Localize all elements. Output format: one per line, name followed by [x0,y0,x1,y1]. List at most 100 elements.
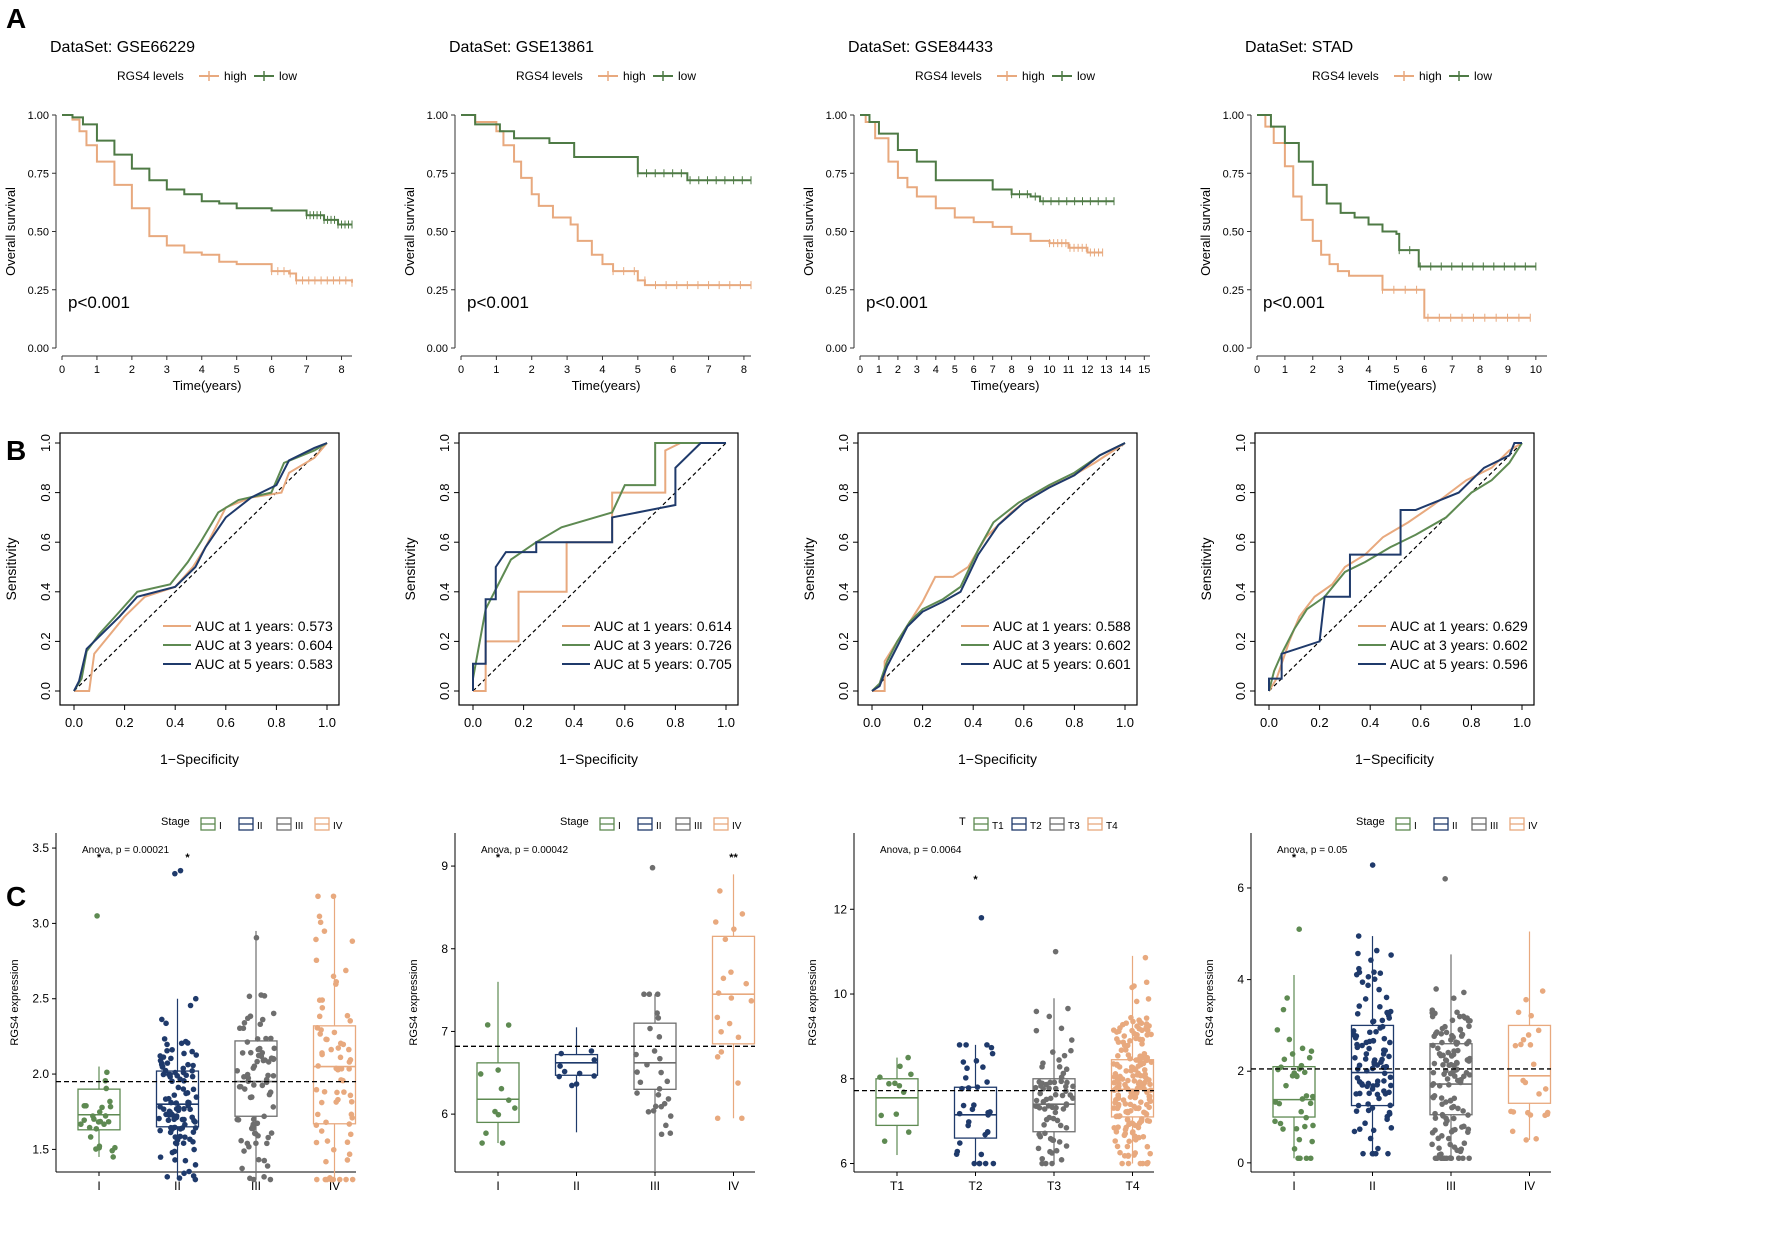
km-x-tick-label: 9 [1505,364,1511,376]
box-data-point [265,1072,271,1079]
roc-y-tick-label: 1.0 [1233,434,1248,452]
box-data-point [658,1131,665,1138]
box-data-point [264,1163,271,1169]
box-data-point [176,1175,183,1181]
box-data-point [1131,983,1137,989]
box-data-point [1533,1136,1539,1142]
km-y-tick-label: 0.50 [28,227,49,239]
box-data-point [1451,995,1457,1001]
box-data-point [1051,1079,1058,1086]
box-data-point [175,1084,182,1091]
box-data-point [1449,1104,1455,1111]
box-data-point [1063,1125,1070,1131]
box-data-point [1461,989,1467,996]
box-legend-title: Stage [161,816,190,828]
box-data-point [591,1057,598,1063]
box-data-point [1057,1122,1064,1129]
box-data-point [91,1116,97,1122]
km-legend-title: RGS4 levels [915,69,982,83]
box-data-point [248,1125,255,1132]
box-data-point [1284,995,1290,1001]
km-y-tick-label: 1.00 [1223,110,1244,122]
box-data-point [1136,1105,1142,1111]
box-data-point [1457,1079,1464,1086]
box-data-point [1377,970,1384,976]
box-data-point [1432,1127,1438,1133]
box-data-point [331,1029,338,1036]
box-data-point [333,981,339,987]
box-data-point [989,1050,996,1057]
box-data-point [1049,1137,1056,1143]
box-data-point [591,1073,597,1079]
box-data-point [234,1116,241,1123]
box-y-tick-label: 4 [1237,973,1244,987]
km-y-tick-label: 0.75 [826,168,847,180]
box-data-point [1515,1009,1522,1016]
box-data-point [1146,1104,1152,1111]
box-data-point [1124,1116,1131,1123]
box-data-point [1352,1055,1358,1061]
box-data-point [1448,1061,1454,1068]
box-data-point [1373,1150,1379,1157]
box-data-point [1535,1027,1542,1034]
km-x-tick-label: 15 [1138,364,1150,376]
km-x-label: Time(years) [971,378,1040,393]
box-data-point [1299,1045,1306,1052]
km-x-tick-label: 5 [1393,364,1399,376]
box-data-point [330,1146,337,1153]
km-y-tick-label: 1.00 [826,110,847,122]
box-data-point [1049,1150,1055,1156]
box-data-point [1145,1159,1151,1166]
box-data-point [1135,1124,1142,1131]
box-data-point [1433,986,1439,992]
box-data-point [1374,1078,1381,1084]
km-x-tick-label: 0 [458,364,464,376]
box-data-point [171,1116,177,1123]
box-data-point [1134,1023,1140,1030]
box-data-point [969,1106,976,1113]
box-data-point [1306,1054,1313,1061]
box-y-tick-label: 12 [834,902,848,916]
box-data-point [319,1051,325,1058]
box-data-point [1450,1034,1456,1041]
box-data-point [1131,1078,1138,1084]
box-data-point [258,1053,265,1060]
box-data-point [965,1085,972,1091]
box-data-point [892,1080,898,1087]
box-data-point [182,1134,188,1140]
box-data-point [1033,1103,1039,1109]
box-data-point [1280,1006,1287,1013]
km-curve-high [62,114,353,283]
box-data-point [1046,1114,1053,1121]
km-pvalue: p<0.001 [866,293,928,312]
box-data-point [1303,1093,1310,1099]
box-data-point [1126,1138,1132,1145]
roc-x-tick-label: 1.0 [1116,715,1134,730]
roc-y-tick-label: 0.4 [1233,583,1248,601]
box-data-point [1436,1145,1442,1152]
box-data-point [270,1072,277,1079]
box-data-point [328,1046,334,1053]
box-data-point [1039,1064,1045,1070]
box-data-point [1114,1105,1121,1112]
box-data-point [1456,1013,1463,1020]
box-data-point [1365,982,1371,989]
box-legend-label: I [618,821,621,832]
box-data-point [908,1071,914,1078]
box-data-point [321,928,328,934]
box-data-point [1362,1056,1369,1062]
box-data-point [484,1022,491,1028]
box-data-point [244,1039,251,1045]
box-data-point [735,1034,742,1041]
box-data-point [96,1109,103,1115]
box-data-point [1448,1053,1455,1059]
box-data-point [190,1138,196,1145]
box-y-tick-label: 1.5 [32,1142,49,1156]
box-data-point [1373,1028,1379,1035]
box-y-tick-label: 6 [840,1157,847,1171]
box-data-point [1445,1049,1452,1056]
box-data-point [1525,1032,1532,1038]
roc-legend-label: AUC at 5 years: 0.583 [195,656,333,672]
roc-legend-label: AUC at 3 years: 0.726 [594,637,732,653]
